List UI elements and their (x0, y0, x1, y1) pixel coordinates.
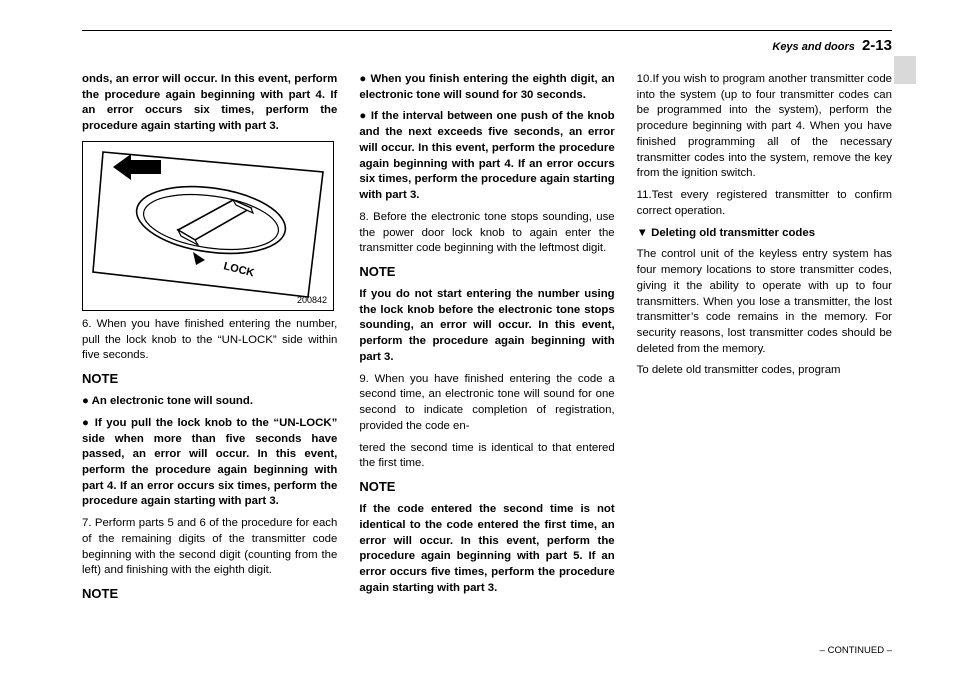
note-bullet: If you do not start entering the number … (359, 287, 614, 366)
note-heading: NOTE (82, 585, 337, 603)
para: tered the second time is identical to th… (359, 441, 614, 472)
para: The control unit of the keyless entry sy… (637, 247, 892, 357)
para: 7. Perform parts 5 and 6 of the procedur… (82, 516, 337, 579)
para: 10.If you wish to program another transm… (637, 72, 892, 182)
para: 11.Test every registered transmitter to … (637, 188, 892, 219)
note-bullet: ● An electronic tone will sound. (82, 394, 337, 410)
para: onds, an error will occur. In this event… (82, 72, 337, 135)
note-bullet: ● If the interval between one push of th… (359, 109, 614, 203)
lock-knob-illustration: LOCK (83, 142, 335, 312)
para: 8. Before the electronic tone stops soun… (359, 210, 614, 257)
note-bullet: ● If you pull the lock knob to the “UN-L… (82, 416, 337, 510)
note-bullet: ● When you finish entering the eighth di… (359, 72, 614, 103)
lock-label: LOCK (222, 260, 255, 279)
chapter-title: Keys and doors (772, 41, 855, 53)
figure-box: LOCK 200842 (82, 141, 334, 311)
note-heading: NOTE (359, 478, 614, 496)
header-rule (82, 30, 892, 31)
para: 6. When you have finished entering the n… (82, 317, 337, 364)
page-number: 2-13 (862, 37, 892, 54)
page: Keys and doors 2-13 onds, an error will … (0, 0, 954, 674)
note-bullet: If the code entered the second time is n… (359, 502, 614, 596)
continued-footer: – CONTINUED – (820, 645, 892, 656)
para: 9. When you have finished entering the c… (359, 372, 614, 435)
figure-caption: 200842 (297, 294, 327, 306)
content-columns: onds, an error will occur. In this event… (82, 72, 892, 626)
side-tab (894, 56, 916, 84)
note-heading: NOTE (82, 370, 337, 388)
page-header: Keys and doors 2-13 (82, 37, 892, 54)
section-heading: ▼ Deleting old transmitter codes (637, 226, 892, 242)
para: To delete old transmitter codes, program (637, 363, 892, 379)
figure: LOCK 200842 (82, 141, 337, 311)
note-heading: NOTE (359, 263, 614, 281)
